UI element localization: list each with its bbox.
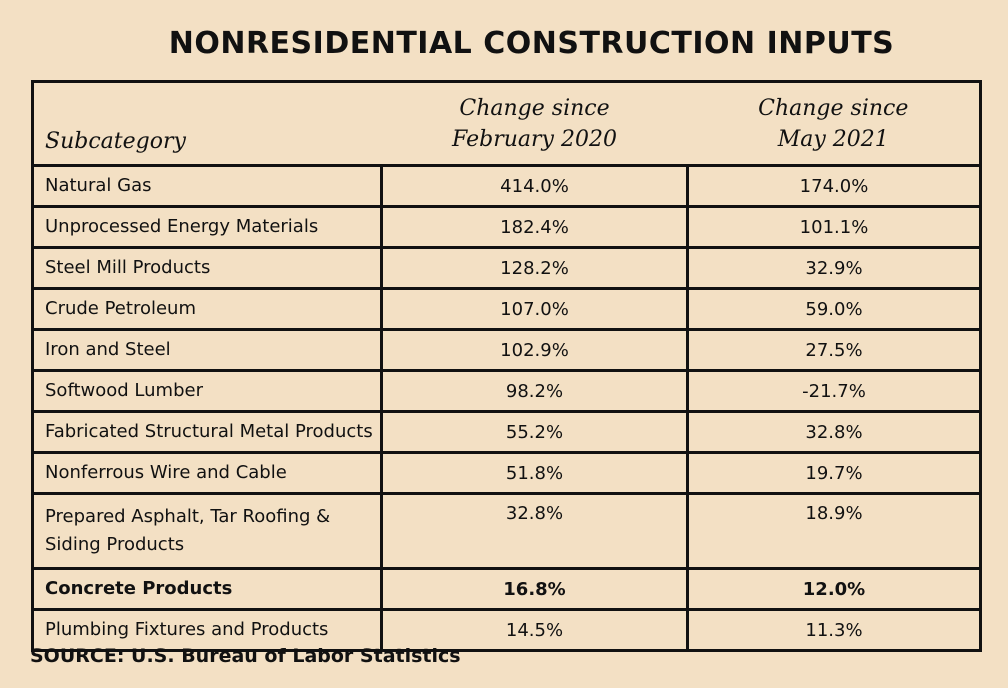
header-subcategory-label: Subcategory bbox=[45, 129, 186, 154]
row-change-may2021: 32.9% bbox=[687, 246, 981, 289]
table-row-highlighted: Concrete Products 16.8% 12.0% bbox=[32, 567, 981, 610]
table-row: Iron and Steel 102.9% 27.5% bbox=[32, 328, 981, 371]
table-row: Plumbing Fixtures and Products 14.5% 11.… bbox=[32, 608, 981, 651]
table-row: Natural Gas 414.0% 174.0% bbox=[32, 165, 981, 207]
table-header-row: Subcategory Change since February 2020 Ch… bbox=[32, 81, 981, 167]
row-subcategory: Steel Mill Products bbox=[32, 246, 383, 289]
row-subcategory: Crude Petroleum bbox=[32, 287, 383, 330]
row-change-feb2020: 16.8% bbox=[381, 567, 689, 610]
table-row: Nonferrous Wire and Cable 51.8% 19.7% bbox=[32, 451, 981, 494]
row-subcategory-line2: Siding Products bbox=[45, 534, 185, 555]
header-change-since-feb-2020: Change since February 2020 bbox=[381, 81, 688, 167]
row-change-feb2020: 414.0% bbox=[381, 165, 689, 207]
page-title: NONRESIDENTIAL CONSTRUCTION INPUTS bbox=[168, 26, 895, 61]
row-subcategory: Iron and Steel bbox=[32, 328, 383, 371]
row-change-may2021: 59.0% bbox=[687, 287, 981, 330]
row-subcategory: Concrete Products bbox=[32, 567, 383, 610]
row-subcategory: Softwood Lumber bbox=[32, 369, 383, 412]
table-row: Fabricated Structural Metal Products 55.… bbox=[32, 410, 981, 453]
row-change-may2021: 12.0% bbox=[687, 567, 981, 610]
row-change-may2021: 11.3% bbox=[687, 608, 981, 651]
row-change-feb2020: 102.9% bbox=[381, 328, 689, 371]
row-subcategory-line1: Prepared Asphalt, Tar Roofing & bbox=[45, 506, 331, 527]
row-change-feb2020: 128.2% bbox=[381, 246, 689, 289]
source-note: SOURCE: U.S. Bureau of Labor Statistics bbox=[30, 645, 461, 667]
table-row: Crude Petroleum 107.0% 59.0% bbox=[32, 287, 981, 330]
inputs-table: Subcategory Change since February 2020 Ch… bbox=[31, 80, 982, 652]
table-row: Steel Mill Products 128.2% 32.9% bbox=[32, 246, 981, 289]
row-change-may2021: 18.9% bbox=[687, 492, 981, 569]
row-subcategory: Natural Gas bbox=[32, 165, 383, 207]
row-subcategory: Unprocessed Energy Materials bbox=[32, 205, 383, 248]
table-row: Prepared Asphalt, Tar Roofing & Siding Pr… bbox=[32, 492, 981, 569]
row-change-feb2020: 55.2% bbox=[381, 410, 689, 453]
row-change-feb2020: 32.8% bbox=[381, 492, 689, 569]
row-change-feb2020: 51.8% bbox=[381, 451, 689, 494]
row-change-feb2020: 98.2% bbox=[381, 369, 689, 412]
table-row: Softwood Lumber 98.2% -21.7% bbox=[32, 369, 981, 412]
header-may2021-line1: Change since bbox=[758, 95, 909, 121]
header-change-since-may-2021: Change since May 2021 bbox=[687, 81, 981, 167]
row-change-feb2020: 14.5% bbox=[381, 608, 689, 651]
row-subcategory: Fabricated Structural Metal Products bbox=[32, 410, 383, 453]
row-change-may2021: -21.7% bbox=[687, 369, 981, 412]
row-subcategory: Nonferrous Wire and Cable bbox=[32, 451, 383, 494]
row-change-feb2020: 107.0% bbox=[381, 287, 689, 330]
row-change-may2021: 32.8% bbox=[687, 410, 981, 453]
header-feb2020-line2: February 2020 bbox=[452, 126, 617, 152]
table-row: Unprocessed Energy Materials 182.4% 101.… bbox=[32, 205, 981, 248]
row-change-may2021: 174.0% bbox=[799, 175, 869, 197]
header-subcategory: Subcategory bbox=[32, 81, 382, 167]
row-change-feb2020: 182.4% bbox=[381, 205, 689, 248]
row-subcategory: Plumbing Fixtures and Products bbox=[32, 608, 383, 651]
header-feb2020-line1: Change since bbox=[459, 95, 610, 121]
row-subcategory: Prepared Asphalt, Tar Roofing & Siding Pr… bbox=[32, 492, 383, 569]
header-may2021-line2: May 2021 bbox=[777, 126, 889, 152]
row-change-may2021: 19.7% bbox=[687, 451, 981, 494]
row-change-may2021: 101.1% bbox=[687, 205, 981, 248]
row-change-may2021: 27.5% bbox=[687, 328, 981, 371]
